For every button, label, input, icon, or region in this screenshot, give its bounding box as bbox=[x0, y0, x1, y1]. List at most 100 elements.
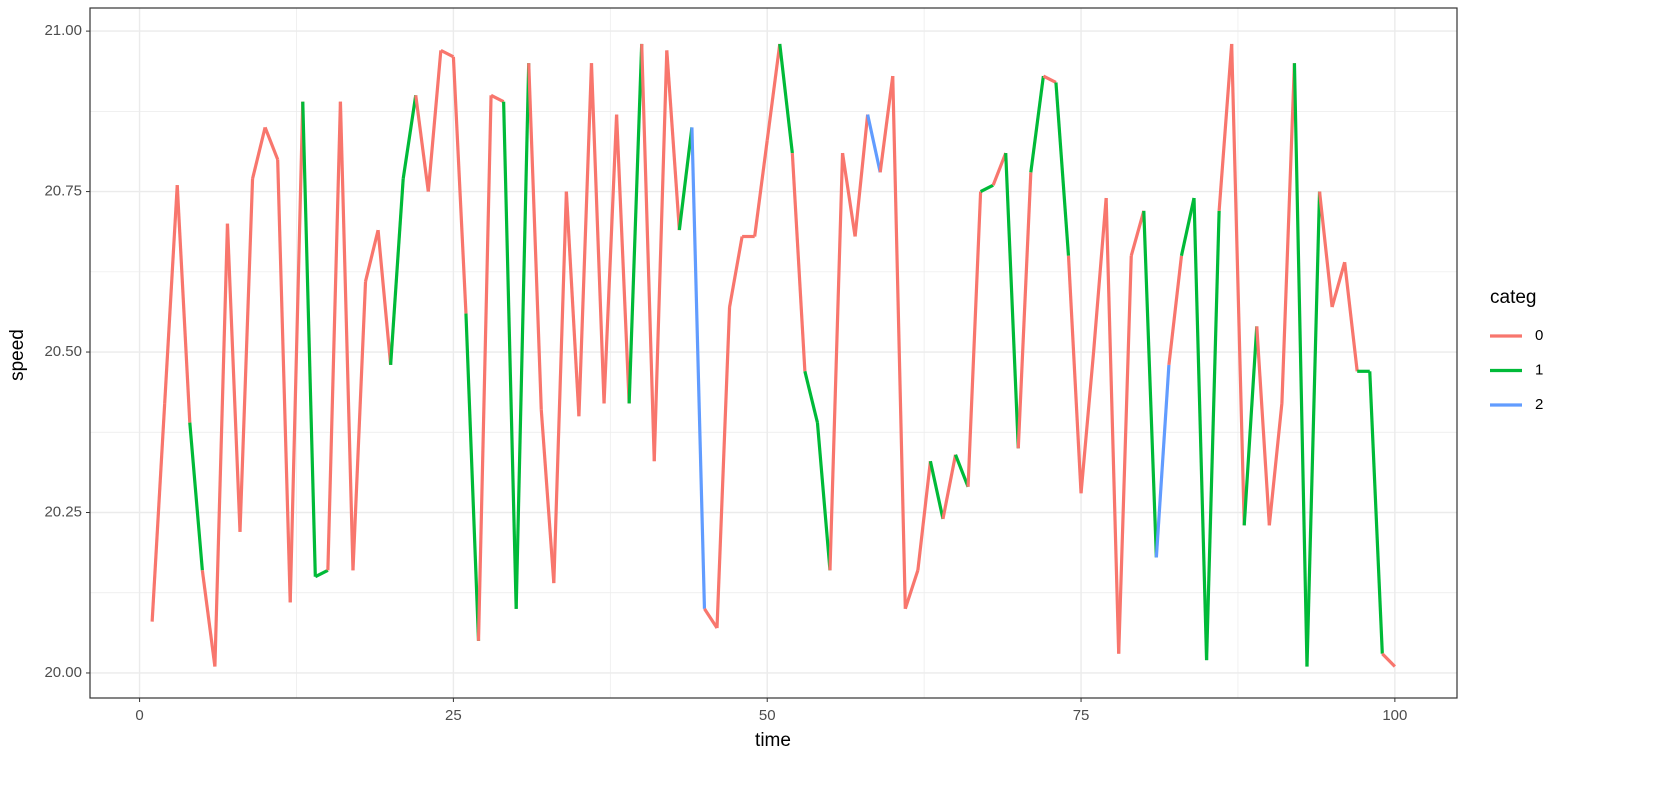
line-segment bbox=[840, 152, 857, 237]
line-segment bbox=[276, 159, 292, 603]
line-segment bbox=[1217, 43, 1234, 211]
line-segment bbox=[703, 607, 719, 629]
line-segment bbox=[1292, 63, 1309, 667]
line-segment bbox=[1255, 326, 1271, 526]
line-segment bbox=[464, 313, 481, 641]
line-segment bbox=[1343, 261, 1359, 372]
line-segment bbox=[652, 50, 669, 462]
line-segment bbox=[765, 43, 782, 141]
line-segment bbox=[514, 63, 531, 609]
line-segment bbox=[715, 307, 732, 629]
line-segment bbox=[753, 140, 769, 237]
line-segment bbox=[1242, 326, 1259, 526]
line-segment bbox=[440, 48, 455, 59]
y-tick-label: 21.00 bbox=[44, 22, 82, 39]
plot-panel bbox=[90, 8, 1457, 698]
y-tick-label: 20.00 bbox=[44, 664, 82, 681]
line-segment bbox=[677, 127, 694, 231]
line-segment bbox=[1317, 191, 1334, 308]
line-segment bbox=[1267, 403, 1284, 526]
line-segment bbox=[1042, 74, 1057, 84]
line-segment bbox=[640, 43, 656, 462]
line-segment bbox=[1192, 197, 1209, 661]
line-segment bbox=[928, 460, 945, 520]
line-segment bbox=[891, 75, 907, 609]
line-segment bbox=[941, 454, 958, 520]
line-segment bbox=[251, 127, 267, 180]
line-segment bbox=[1330, 261, 1347, 308]
line-segment bbox=[1154, 364, 1171, 558]
line-segment bbox=[163, 185, 179, 404]
line-segment bbox=[1280, 63, 1297, 404]
line-segment bbox=[1381, 652, 1397, 668]
line-segment bbox=[326, 101, 343, 571]
line-segment bbox=[389, 178, 405, 365]
line-segment bbox=[1029, 75, 1045, 173]
line-segment bbox=[263, 126, 280, 161]
line-segment bbox=[1004, 152, 1020, 449]
line-segment bbox=[991, 152, 1008, 186]
line-segment bbox=[916, 460, 932, 571]
line-segment bbox=[690, 127, 707, 609]
y-tick-label: 20.25 bbox=[44, 503, 82, 520]
line-segment bbox=[213, 223, 230, 667]
line-segment bbox=[853, 114, 870, 237]
line-segment bbox=[451, 56, 468, 314]
line-segment bbox=[878, 75, 895, 173]
x-tick-label: 75 bbox=[1073, 707, 1090, 724]
line-segment bbox=[1092, 197, 1108, 353]
x-axis-title: time bbox=[755, 730, 791, 751]
line-segment bbox=[1368, 371, 1384, 654]
line-segment bbox=[238, 178, 255, 532]
line-segment bbox=[727, 236, 744, 308]
legend-label: 1 bbox=[1535, 361, 1543, 378]
y-axis-title: speed bbox=[7, 329, 28, 381]
line-segment bbox=[866, 114, 882, 173]
y-tick-label: 20.75 bbox=[44, 183, 82, 200]
line-segment bbox=[1129, 210, 1146, 257]
line-segment bbox=[564, 191, 581, 417]
line-segment bbox=[175, 185, 192, 423]
line-segment bbox=[577, 63, 594, 417]
line-segment bbox=[1305, 191, 1322, 667]
legend-title: categ bbox=[1490, 287, 1536, 308]
line-segment bbox=[627, 43, 644, 404]
line-segment bbox=[665, 50, 681, 231]
line-segment bbox=[803, 370, 819, 424]
x-tick-label: 25 bbox=[445, 707, 462, 724]
x-tick-label: 100 bbox=[1382, 707, 1407, 724]
line-segment bbox=[1054, 82, 1071, 256]
line-segment bbox=[966, 191, 983, 487]
line-segment bbox=[476, 95, 493, 641]
line-segment bbox=[225, 223, 242, 532]
line-segment bbox=[778, 43, 794, 154]
line-segment bbox=[1167, 255, 1184, 366]
line-segment bbox=[614, 114, 631, 404]
line-segment bbox=[150, 403, 167, 622]
line-segment bbox=[602, 114, 619, 404]
line-segment bbox=[351, 281, 368, 571]
line-segment bbox=[401, 95, 418, 179]
line-segment bbox=[527, 63, 543, 410]
line-segment bbox=[301, 101, 317, 577]
line-segment bbox=[1142, 210, 1158, 558]
x-tick-label: 50 bbox=[759, 707, 776, 724]
line-segment bbox=[954, 454, 970, 488]
line-segment bbox=[979, 183, 994, 193]
line-segment bbox=[502, 101, 518, 609]
line-segment bbox=[1066, 255, 1083, 494]
line-segment bbox=[1179, 197, 1196, 257]
line-segment bbox=[288, 101, 305, 603]
line-segment bbox=[363, 229, 380, 282]
x-tick-label: 0 bbox=[135, 707, 143, 724]
y-tick-label: 20.50 bbox=[44, 343, 82, 360]
panel-border bbox=[89, 7, 1458, 699]
line-segment bbox=[1016, 172, 1033, 449]
legend-label: 2 bbox=[1535, 396, 1543, 413]
line-segment bbox=[490, 93, 505, 104]
line-segment bbox=[790, 152, 807, 372]
line-segment bbox=[903, 569, 920, 610]
line-segment bbox=[188, 422, 204, 571]
